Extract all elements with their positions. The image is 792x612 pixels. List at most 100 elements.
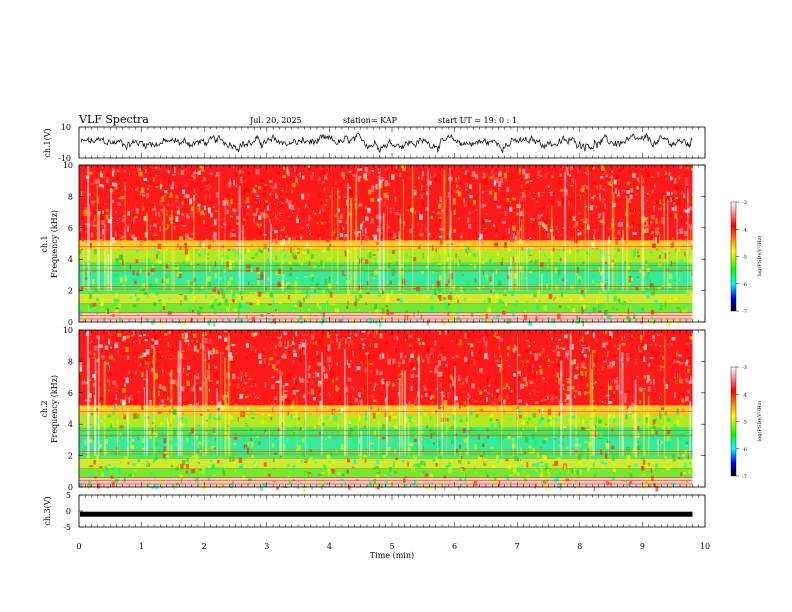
ch1-spectrogram-cell [507,248,511,251]
ch1-spectrogram-cell [227,203,232,209]
ch1-spectrogram-cell [617,220,619,223]
ch1-spectrogram-cell [420,224,424,226]
ch2-spectrogram-cell [467,392,470,396]
ch2-spectrogram-cell [601,364,604,371]
ch2-spectrogram-cell [450,459,454,465]
ch2-spectrogram-cell [499,355,503,358]
ch1-spectrogram-cell [528,321,532,325]
ch2-spectrogram-cell [95,371,98,374]
ch2-spectrogram-cell [503,387,506,389]
ch1-spectrogram-cell [209,186,212,188]
ch1-spectrogram-cell [219,259,221,261]
ch1-spectrogram-cell [344,185,347,187]
ch2-spectrogram-cell [151,338,154,341]
ch1-spectrogram-cell [246,269,251,272]
ch1-spectrogram-burst [386,205,388,291]
ch2-spectrogram-cell [319,400,322,407]
ch1-spectrogram-cell [490,290,492,293]
ch1-spectrogram-cell [580,268,584,273]
ch1-spectrogram-cell [372,234,374,237]
ch1-spectrogram-cell [87,223,91,227]
ch1-spectrogram-cell [642,178,645,184]
ch1-spectrogram-cell [115,258,120,262]
ch1-spectrogram-burst [516,256,518,291]
ch1-spectrogram-cell [489,190,492,194]
ch2-spectrogram-cell [164,459,167,465]
ch2-spectrogram-cell [208,388,210,393]
ch1-spectrogram-cell [581,318,584,322]
ch2-spectrogram-cell [126,335,130,339]
ch1-spectrogram-cell [494,242,499,247]
ch1-spectrogram-cell [457,306,460,312]
ch2-spectrogram-cell [215,371,219,375]
ch2-spectrogram-cell [249,393,252,397]
ch2-spectrogram-cell [612,413,616,419]
ch2-spectrogram-cell [577,391,582,396]
ch1-spectrogram-cell [437,274,439,277]
ch2-spectrogram-cell [409,344,412,347]
ch1-spectrogram-cell [339,215,344,220]
ch2-spectrogram-cell [465,378,468,382]
ch2-spectrogram-cell [144,339,148,342]
ch1-spectrogram-cell [84,175,87,179]
ch1-spectrogram-cell [173,225,176,230]
ch1-spectrogram-cell [95,180,97,183]
ch1-spectrogram-cell [684,183,689,186]
ch2-spectrogram-cell [584,347,589,349]
ch2-spectrogram-cell [128,369,131,374]
ch2-spectrogram-cell [196,477,199,482]
ch2-spectrogram-cell [410,385,413,391]
ch1-spectrogram-cell [447,303,450,306]
ch1-spectrogram-cell [495,268,497,274]
ch2-spectrogram-cell [277,428,281,432]
ch2-spectrogram-cell [477,341,482,343]
ch1-spectrogram-cell [481,318,484,323]
ch2-spectrogram-cell [155,483,159,490]
ch1-spectrogram-cell [393,206,395,211]
ch1-spectrogram-cell [124,276,127,282]
ch1-spectrogram-cell [88,305,90,311]
ch1-spectrogram-cell [257,279,260,286]
ch2-spectrogram-cell [517,435,520,441]
ch2-spectrogram-cell [524,437,529,443]
ch2-spectrogram-cell [490,423,494,428]
ch1-spectrogram-cell [537,192,540,197]
ch1-spectrogram-cell [199,244,202,248]
ch2-spectrogram-cell [308,391,310,394]
ch2-spectrogram-cell [688,462,692,465]
ch2-spectrogram-cell [479,391,483,395]
ch1-spectrogram-cell [269,192,272,197]
ch2-spectrogram-burst [418,355,420,456]
ch1-spectrogram-cell [249,292,253,294]
ch2-spectrogram-cell [641,335,644,338]
ch1-spectrogram-cell [535,200,539,203]
ch2-spectrogram-cell [540,465,544,468]
ch1-spectrogram-cell [129,173,131,176]
ch2-spectrogram-cell [462,381,464,386]
ch1-spectrogram-cell [437,295,441,299]
ch1-spectrogram-burst [193,196,195,291]
ch2-spectrogram-cell [403,483,407,488]
ch2-spectrogram-cell [594,424,597,429]
ch2-spectrogram-cell [89,392,92,398]
ch2-spectrogram-cell [195,477,197,483]
ch2-spectrogram-cell [458,485,460,490]
ch1-spectrogram-cell [690,292,692,296]
ch2-spectrogram-cell [534,469,538,472]
ch2-spectrogram-cell [314,461,318,464]
ch2-spectrogram-cell [340,432,343,435]
ch2-spectrogram-cell [284,339,286,346]
ch2-spectrogram-cell [390,399,395,405]
ch2-spectrogram-cell [348,363,351,368]
ch2-spectrogram-cell [285,383,289,387]
ch1-spectrogram-cell [143,216,147,221]
ch1-spectrogram-cell [371,273,373,276]
ch1-spectrogram-cell [248,281,250,286]
ch1-spectrogram-cell [629,275,632,281]
ch1-spectrogram-cell [355,172,358,177]
ch1-spectrogram-ylabel-2: Frequency (kHz) [50,210,59,278]
ch2-spectrogram-cell [278,341,282,347]
ch2-spectrogram-cell [444,485,446,487]
ch2-spectrogram-cell [137,437,139,441]
ch2-spectrogram-cell [373,429,376,436]
